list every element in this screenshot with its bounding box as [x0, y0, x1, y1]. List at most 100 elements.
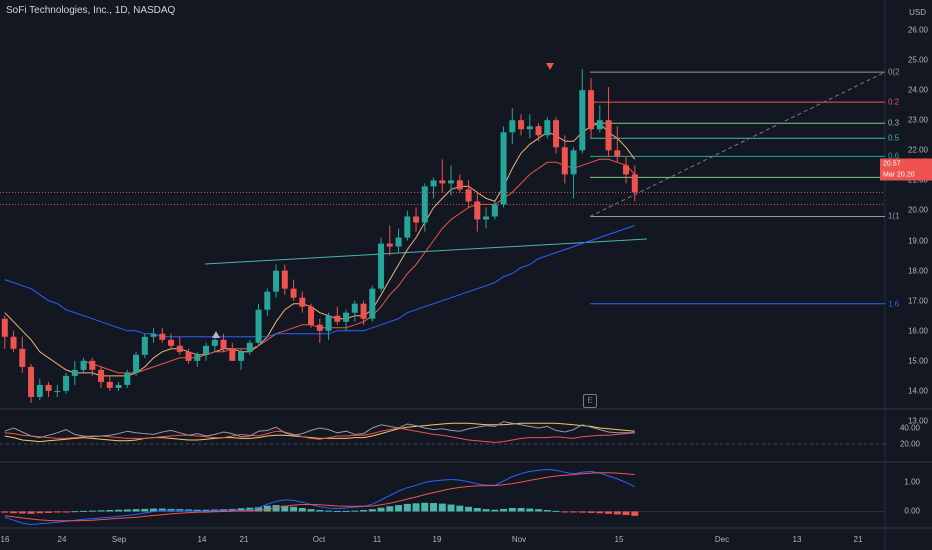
candle-body	[1, 318, 8, 337]
candle-body	[203, 345, 210, 355]
candle-body	[255, 309, 262, 343]
candle-body	[176, 345, 183, 352]
candle-body	[299, 297, 306, 307]
candle-body	[80, 360, 87, 370]
candle-body	[316, 324, 323, 331]
macd-tick-label: 0.00	[904, 506, 920, 516]
macd-histogram-bar	[272, 505, 280, 512]
macd-histogram-bar	[613, 511, 621, 515]
macd-histogram-bar	[438, 503, 446, 512]
macd-histogram-bar	[62, 511, 70, 513]
macd-histogram-bar	[1, 511, 9, 513]
rsi-tick-label: 20.00	[899, 439, 920, 449]
price-tick-label: 19.00	[907, 236, 928, 246]
macd-histogram-bar	[193, 509, 201, 512]
candle-body	[430, 180, 437, 187]
price-tick-label: 22.00	[907, 145, 928, 155]
sell-signal-marker	[546, 63, 554, 70]
candle-body	[605, 120, 612, 151]
candle-body	[211, 339, 218, 346]
macd-histogram-bar	[298, 507, 306, 512]
macd-histogram-bar	[158, 508, 166, 512]
fib-level-label: 0.3	[888, 118, 900, 128]
candle-body	[596, 120, 603, 130]
price-tick-label: 15.00	[907, 356, 928, 366]
macd-histogram-bar	[465, 506, 473, 512]
candle-body	[334, 315, 341, 322]
candle-body	[229, 348, 236, 361]
macd-histogram-bar	[237, 508, 245, 512]
macd-histogram-bar	[10, 511, 18, 514]
candle-body	[150, 333, 157, 337]
macd-histogram-bar	[517, 507, 525, 512]
candle-body	[63, 375, 70, 391]
macd-histogram-bar	[526, 508, 534, 512]
macd-histogram-bar	[106, 510, 114, 512]
macd-histogram-bar	[255, 507, 263, 512]
candle-body	[570, 150, 577, 175]
candle-body	[369, 288, 376, 319]
macd-histogram-bar	[27, 511, 35, 514]
macd-histogram-bar	[377, 507, 385, 512]
candle-body	[623, 165, 630, 175]
macd-histogram-bar	[473, 507, 481, 512]
macd-histogram-bar	[395, 505, 403, 512]
date-tick-label: Nov	[511, 535, 527, 544]
candle-body	[474, 201, 481, 220]
candle-body	[448, 180, 455, 184]
macd-histogram-bar	[543, 510, 551, 512]
macd-histogram-bar	[281, 505, 289, 512]
price-tick-label: 17.00	[907, 296, 928, 306]
fib-level-label: 0(2	[888, 67, 900, 77]
candle-body	[614, 150, 621, 157]
rsi-tick-label: 40.00	[899, 423, 920, 433]
candle-body	[553, 120, 560, 148]
candle-body	[308, 306, 315, 325]
macd-histogram-bar	[570, 511, 578, 513]
macd-histogram-bar	[316, 510, 324, 512]
candle-body	[106, 381, 113, 388]
macd-histogram-bar	[123, 509, 131, 512]
candle-body	[500, 132, 507, 205]
price-tick-label: 26.00	[907, 25, 928, 35]
candle-body	[526, 126, 533, 130]
earnings-icon[interactable]: E	[583, 394, 597, 408]
candle-body	[10, 336, 17, 349]
macd-histogram-bar	[333, 510, 341, 512]
currency-label: USD	[909, 8, 926, 17]
macd-histogram-bar	[80, 510, 88, 512]
symbol-title[interactable]: SoFi Technologies, Inc., 1D, NASDAQ	[6, 5, 176, 16]
macd-histogram-bar	[53, 511, 61, 513]
low-price-tag: Mar 20.20	[880, 169, 932, 181]
candle-body	[115, 384, 122, 388]
date-tick-label: 21	[853, 535, 863, 544]
macd-histogram-bar	[360, 510, 368, 512]
candle-body	[325, 315, 332, 331]
date-tick-label: 13	[792, 535, 802, 544]
macd-histogram-bar	[141, 508, 149, 512]
candle-body	[386, 243, 393, 247]
macd-histogram-bar	[552, 510, 560, 512]
fib-level-label: 0.6	[888, 151, 900, 161]
candle-body	[273, 270, 280, 292]
candle-body	[421, 186, 428, 223]
price-tick-label: 13.00	[907, 416, 928, 426]
price-tick-label: 16.00	[907, 326, 928, 336]
date-tick-label: Sep	[111, 535, 127, 544]
candle-body	[141, 336, 148, 355]
candle-body	[264, 291, 271, 310]
macd-histogram-bar	[132, 509, 140, 512]
macd-histogram-bar	[88, 510, 96, 512]
macd-histogram-bar	[456, 505, 464, 512]
candle-body	[194, 354, 201, 361]
candle-body	[465, 189, 472, 202]
fib-level-label: 0.2	[888, 97, 900, 107]
price-tick-label: 18.00	[907, 266, 928, 276]
price-tick-label: 24.00	[907, 85, 928, 95]
macd-histogram-bar	[150, 508, 158, 512]
last-price-tag: 20.57	[880, 158, 932, 170]
candle-body	[28, 366, 35, 397]
candle-body	[439, 180, 446, 184]
macd-histogram-bar	[500, 508, 508, 512]
